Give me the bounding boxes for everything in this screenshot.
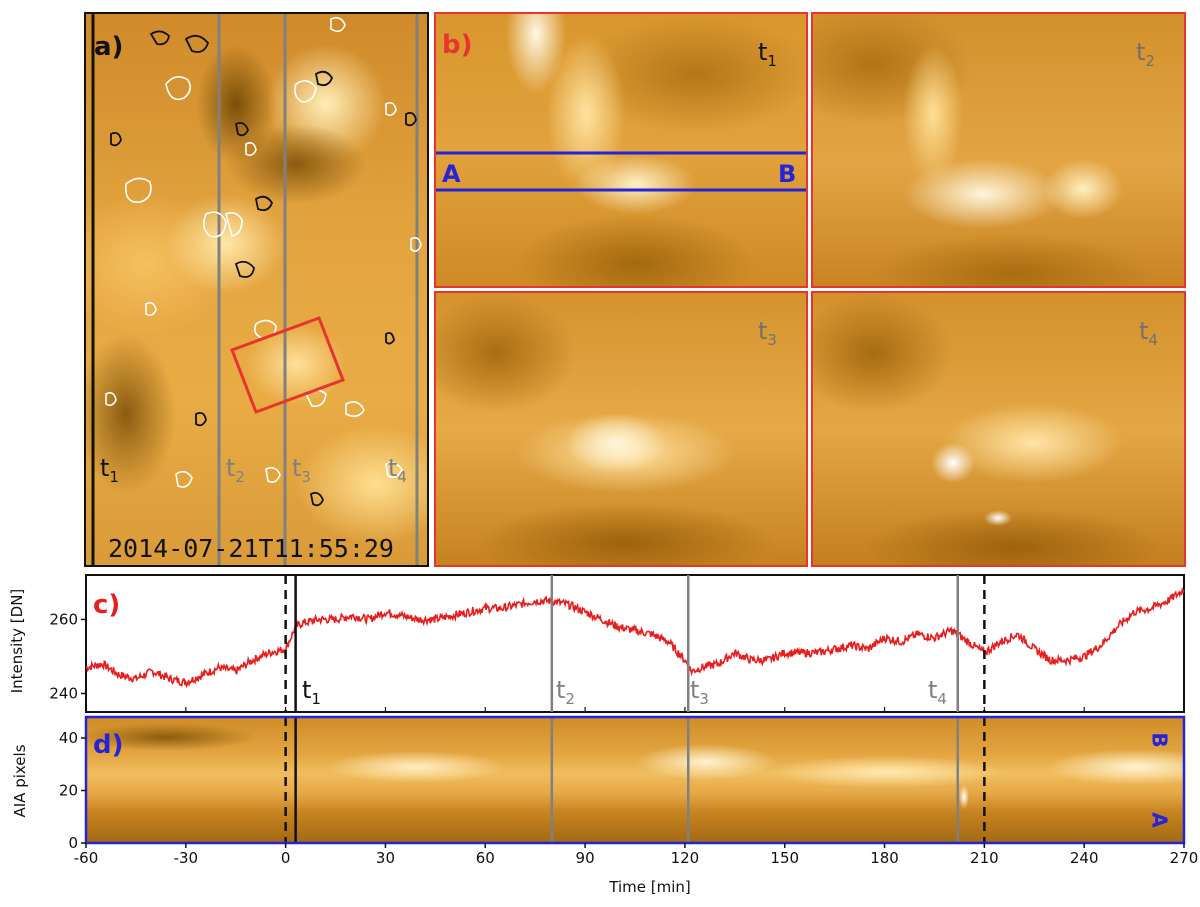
panel-d-frame (84, 715, 1186, 845)
x-tick-label-4: 60 (476, 849, 495, 867)
x-axis-title: Time [min] (609, 878, 691, 896)
x-tick-label-2: 0 (281, 849, 291, 867)
panel-b-frame-t3: t3 (434, 291, 808, 567)
panel-c-t1-label: t1 (302, 676, 321, 708)
panel-a-timestamp: 2014-07-21T11:55:29 (108, 534, 394, 563)
panel-d-map (86, 717, 1184, 843)
x-tick-label-8: 180 (870, 849, 899, 867)
panel-d-end-b: B (1147, 732, 1172, 748)
panel-a-t1-label: t1 (100, 454, 119, 486)
black-contours (110, 30, 417, 507)
intensity-curve (85, 586, 1185, 689)
panel-b-frame-t1: b) A B t1 (434, 12, 808, 288)
panel-b-frame-t4: t4 (811, 291, 1186, 567)
panel-b-label: b) (442, 30, 473, 60)
region-box (230, 316, 345, 414)
panel-c-ylabel: Intensity [DN] (8, 588, 26, 694)
x-tick-label-7: 150 (770, 849, 799, 867)
x-tick-label-0: -60 (74, 849, 99, 867)
panel-c-ytick-label-1: 260 (49, 610, 78, 628)
white-contours (105, 17, 422, 488)
x-tick-label-1: -30 (174, 849, 199, 867)
panel-b-frame-t2: t2 (811, 12, 1186, 288)
panel-d-label: d) (93, 730, 124, 760)
panel-c-ytick-label-0: 240 (49, 684, 78, 702)
panel-d-plot: 0 20 40 (59, 715, 1186, 852)
panel-c-t2-label: t2 (556, 676, 575, 708)
panel-a-image: a) t1 t2 t3 t4 2014-07-21T11:55:29 (84, 12, 429, 567)
slit (436, 151, 806, 192)
panel-d-ytick-label-0: 0 (68, 834, 78, 852)
panel-d-ylabel: AIA pixels (11, 744, 29, 818)
panel-c-plot: 240 260 (49, 574, 1185, 713)
x-tick-label-9: 210 (970, 849, 999, 867)
panel-a-t3-label: t3 (292, 454, 311, 486)
panel-a-overlay (91, 14, 422, 565)
panel-d-ytick-label-2: 40 (59, 729, 78, 747)
panel-c-t4-label: t4 (928, 676, 947, 708)
panel-b-t1-label: t1 (758, 38, 777, 70)
slit-label-a: A (442, 160, 461, 188)
panel-d-ytick-label-1: 20 (59, 782, 78, 800)
x-tick-label-3: 30 (376, 849, 395, 867)
panel-d-end-a: A (1147, 812, 1172, 828)
panel-c-t3-label: t3 (690, 676, 709, 708)
slit-label-b: B (778, 160, 797, 188)
panel-b-t3-label: t3 (758, 317, 777, 349)
x-tick-label-5: 90 (576, 849, 595, 867)
x-tick-label-11: 270 (1170, 849, 1199, 867)
x-tick-label-10: 240 (1070, 849, 1099, 867)
panel-c-frame (85, 574, 1185, 713)
x-axis: -60 -30 0 30 60 90 120 150 180 210 240 270 (74, 707, 1199, 867)
panel-a-label: a) (94, 32, 124, 62)
panel-b-t4-label: t4 (1139, 317, 1158, 349)
panel-a-t4-label: t4 (388, 454, 407, 486)
x-tick-label-6: 120 (671, 849, 700, 867)
panel-a-t2-label: t2 (226, 454, 245, 486)
panel-c-label: c) (93, 590, 121, 620)
panel-b-t2-label: t2 (1136, 38, 1155, 70)
